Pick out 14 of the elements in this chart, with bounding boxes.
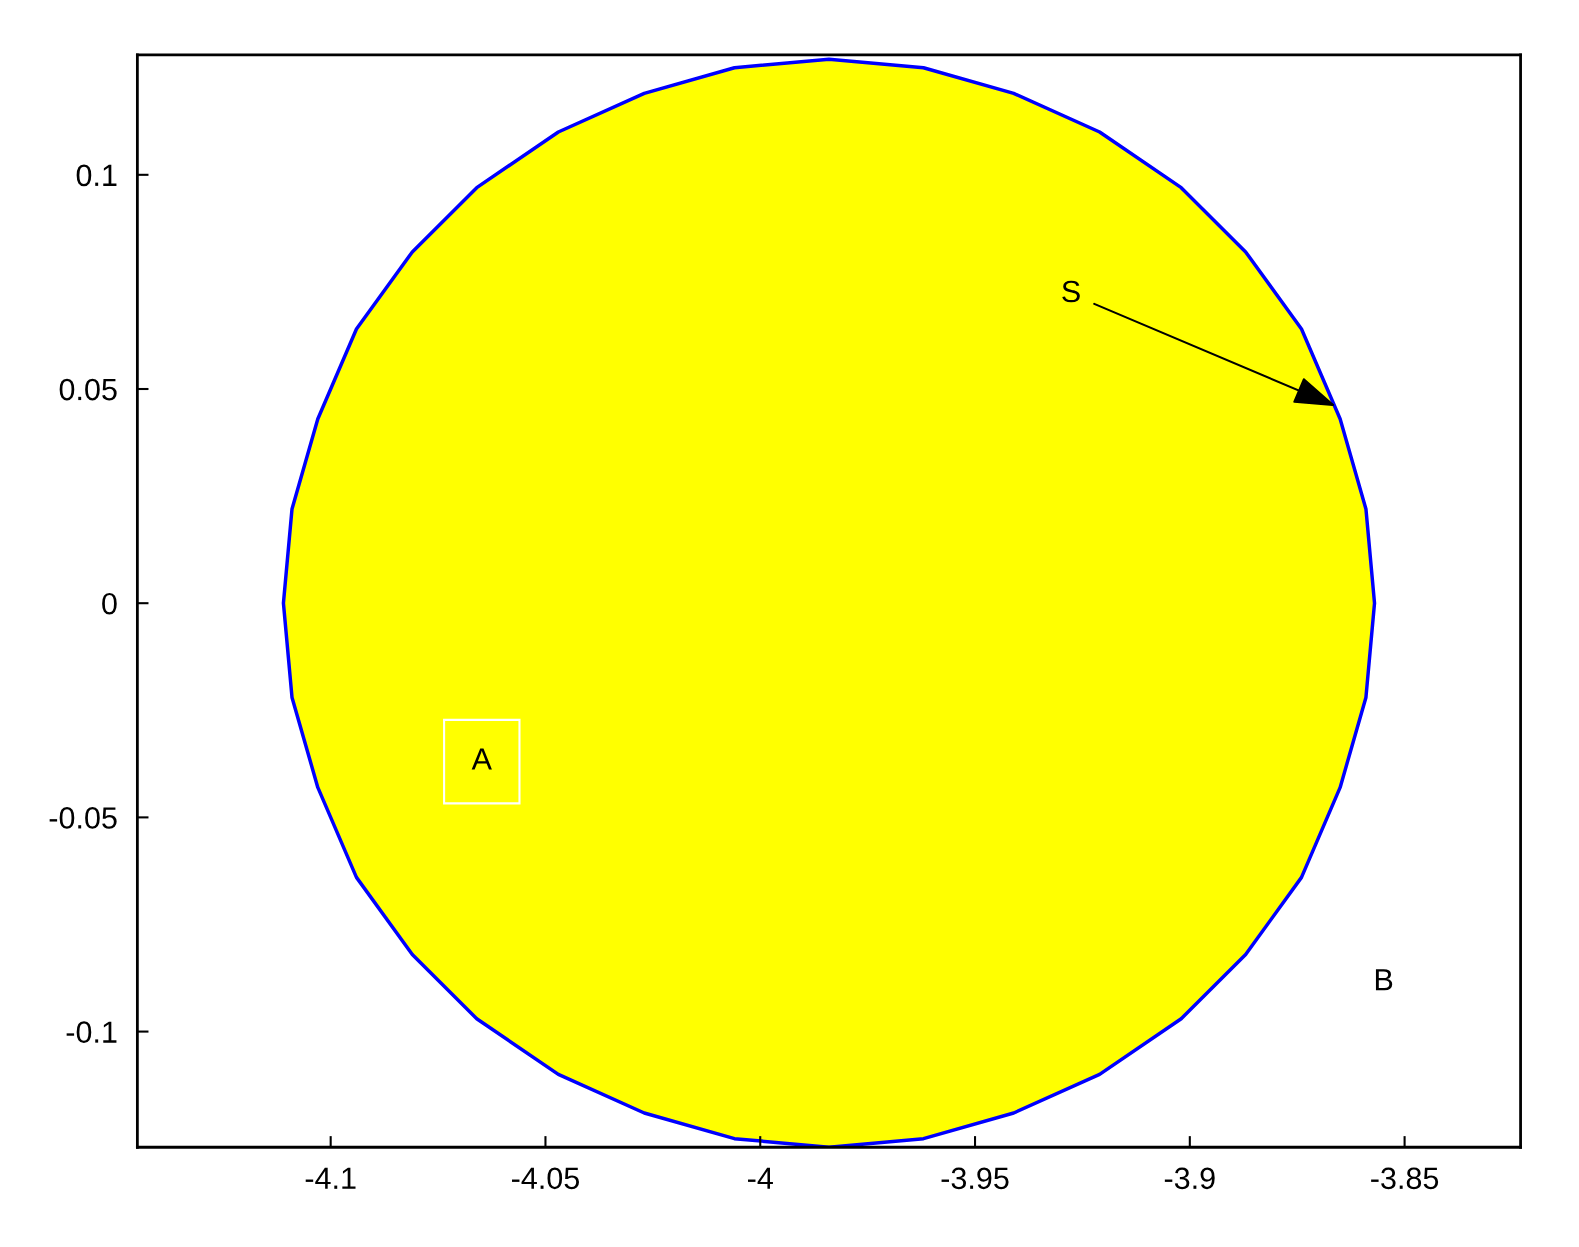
annotation: A [471,748,492,770]
x-tick-label: -4.05 [512,1167,580,1190]
y-tick-label: 0 [102,592,117,615]
x-tick-label: -3.95 [941,1167,1009,1190]
x-tick-label: -4 [748,1167,773,1189]
y-tick-label: -0.05 [49,807,117,829]
x-tick-label: -4.1 [305,1167,356,1189]
x-tick-label: -3.9 [1164,1167,1215,1190]
y-tick-label: 0.1 [76,164,117,187]
annotation: S [1062,280,1080,303]
annotation: B [1375,969,1393,991]
x-tick-label: -3.85 [1371,1167,1439,1190]
y-tick-label: 0.05 [59,378,117,401]
y-tick-label: -0.1 [66,1021,117,1043]
